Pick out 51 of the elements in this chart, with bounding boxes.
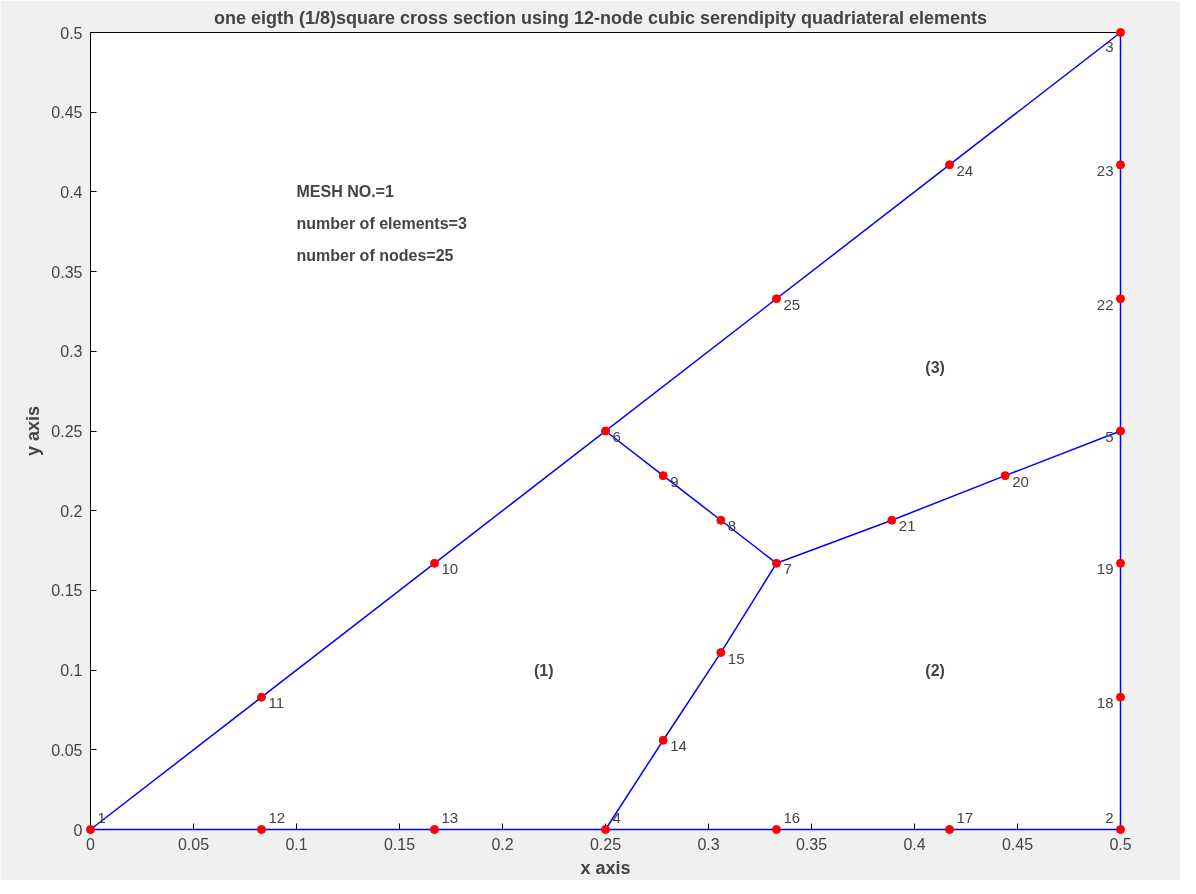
annotation: (3): [925, 358, 945, 376]
y-tick-label: 0.4: [60, 183, 83, 201]
annotation: number of nodes=25: [296, 247, 454, 265]
chart-title: one eigth (1/8)square cross section using 12-node cubic serendipity quadriateral elements: [213, 7, 988, 28]
annotation: 16: [783, 808, 801, 826]
x-tick-label: 0.3: [697, 835, 720, 853]
x-tick-label: 0.15: [383, 835, 416, 853]
y-tick-label: 0.15: [51, 582, 83, 600]
annotation: (2): [925, 661, 945, 679]
x-axis-title: x axis: [580, 857, 631, 878]
y-tick-label: 0.3: [60, 343, 83, 361]
y-tick-label: 0.45: [51, 104, 83, 122]
annotation: 13: [441, 808, 459, 826]
annotation: 19: [1096, 560, 1114, 578]
annotation: 4: [612, 808, 621, 826]
x-tick-label: 0: [86, 835, 96, 853]
y-tick-label: 0.2: [60, 502, 83, 520]
x-tick-label: 0.5: [1109, 835, 1132, 853]
annotation: 24: [956, 161, 974, 179]
annotation: 11: [268, 694, 285, 712]
y-tick-label: 0.25: [51, 423, 83, 440]
x-tick-label: 0.35: [795, 835, 828, 853]
annotation: 17: [956, 808, 974, 826]
annotation: 12: [268, 808, 286, 826]
y-axis-title: y axis: [23, 405, 44, 457]
annotation: 21: [898, 517, 916, 535]
y-tick-label: 0.1: [60, 662, 83, 680]
annotation: MESH NO.=1: [296, 183, 394, 201]
y-tick-label: 0: [73, 821, 83, 839]
y-tick-label: 0.35: [51, 263, 83, 281]
annotation: 22: [1096, 295, 1114, 313]
annotation: 20: [1012, 472, 1029, 490]
y-tick-label: 0.5: [60, 24, 83, 42]
x-tick-label: 0.2: [491, 835, 514, 853]
annotation: 10: [441, 560, 459, 578]
y-tick-label: 0.05: [51, 741, 83, 759]
annotation: 18: [1096, 694, 1114, 712]
annotation: 7: [783, 560, 792, 578]
annotation: 23: [1096, 161, 1114, 179]
x-tick-label: 0.4: [903, 835, 926, 853]
x-tick-label: 0.05: [177, 835, 210, 853]
x-tick-label: 0.1: [285, 835, 308, 853]
annotation: 3: [1105, 37, 1114, 55]
annotation: 15: [727, 649, 745, 667]
annotation: 14: [670, 737, 687, 755]
annotation: 2: [1105, 808, 1114, 826]
annotation: 25: [783, 295, 801, 313]
x-tick-label: 0.45: [1001, 835, 1034, 853]
annotation: (1): [533, 661, 554, 679]
annotation: number of elements=3: [296, 215, 467, 233]
x-tick-label: 0.25: [589, 835, 622, 853]
